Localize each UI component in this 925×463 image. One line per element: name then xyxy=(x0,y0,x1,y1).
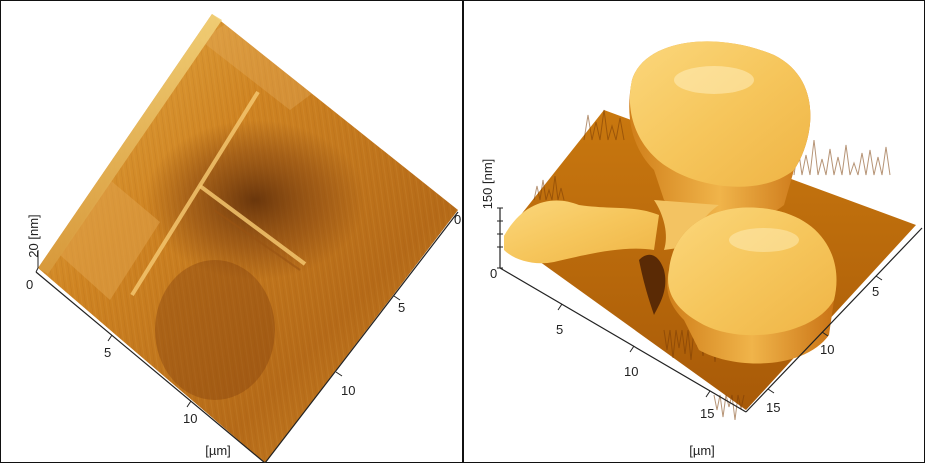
x-tick-label: 10 xyxy=(183,411,197,426)
z-tick-label: 0 xyxy=(490,266,497,281)
afm-panel-left: 0 5 10 0 5 10 20 [nm] [µm] xyxy=(0,0,462,463)
afm-surface-right: 0 150 [nm] 5 10 15 5 10 15 [µm] xyxy=(480,41,923,458)
afm-surface-left: 0 5 10 0 5 10 20 [nm] [µm] xyxy=(26,14,461,463)
ridge-left xyxy=(504,200,659,264)
y-tick-label: 15 xyxy=(766,400,780,415)
z-axis-label: 150 [nm] xyxy=(480,159,495,210)
y-tick-label: 5 xyxy=(872,284,879,299)
x-axis-label: [µm] xyxy=(205,443,231,458)
x-tick-label: 0 xyxy=(26,277,33,292)
y-axis-line xyxy=(745,227,923,413)
y-axis-line xyxy=(264,211,459,463)
electrode-line xyxy=(130,90,260,297)
x-tick-label: 15 xyxy=(700,406,714,421)
nanowire-line xyxy=(198,184,307,266)
x-axis-label: [µm] xyxy=(689,443,715,458)
afm-panel-right: 0 150 [nm] 5 10 15 5 10 15 [µm] xyxy=(464,0,925,463)
y-tick-label: 5 xyxy=(398,300,405,315)
y-tick-label: 10 xyxy=(341,383,355,398)
x-axis-line xyxy=(35,271,266,463)
x-axis-line xyxy=(499,267,747,413)
y-tick-label: 10 xyxy=(820,342,834,357)
x-tick-label: 5 xyxy=(104,345,111,360)
y-tick-label: 0 xyxy=(454,212,461,227)
trench xyxy=(639,254,666,315)
pillar-lower-top xyxy=(668,207,837,336)
panel-divider xyxy=(462,0,464,463)
x-tick-label: 10 xyxy=(624,364,638,379)
z-axis-label: 20 [nm] xyxy=(26,214,41,257)
x-tick-label: 5 xyxy=(556,322,563,337)
